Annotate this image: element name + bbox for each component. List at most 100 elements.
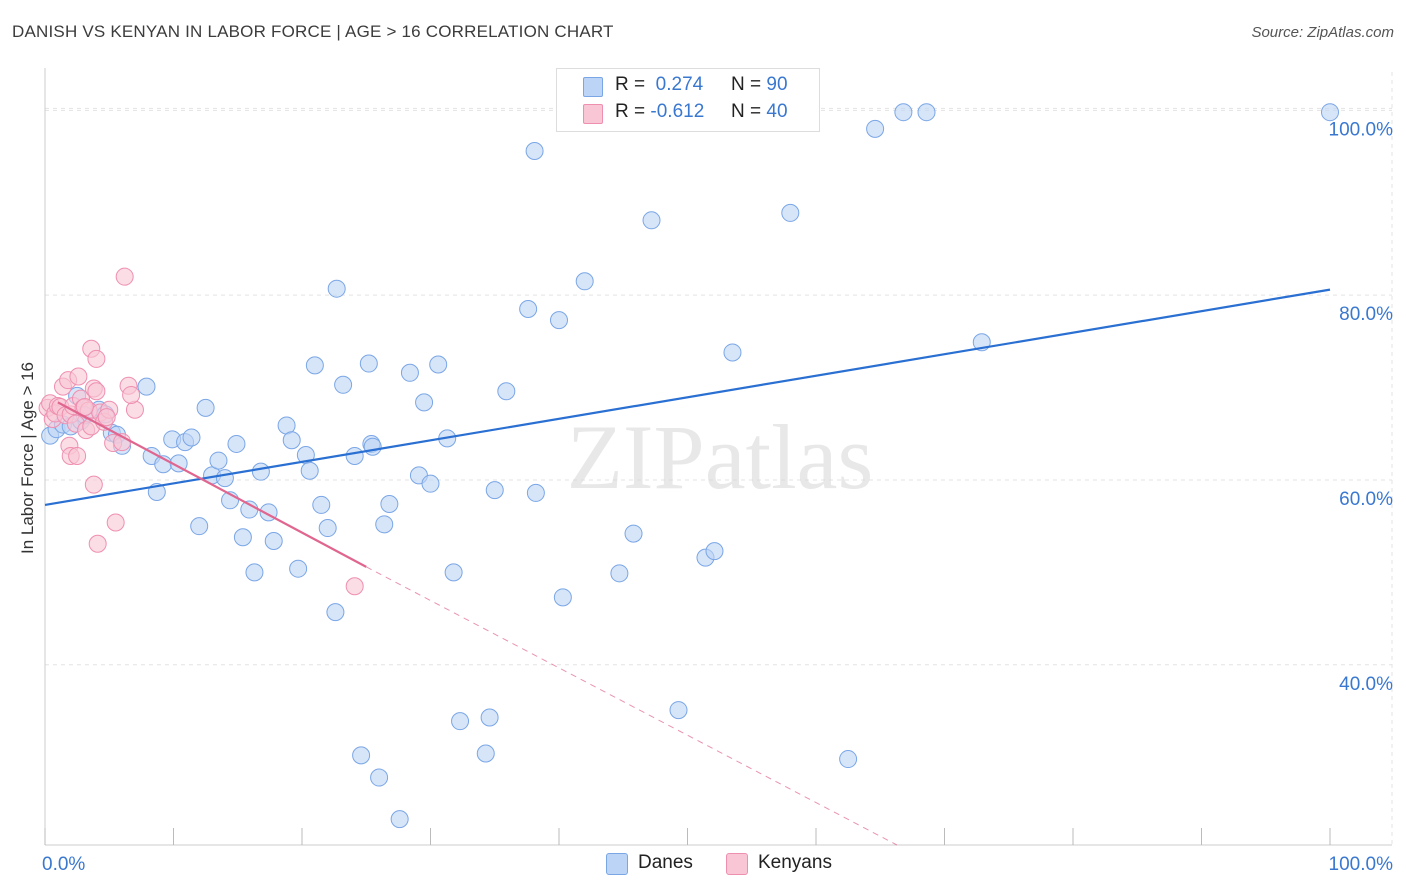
- kenyans-legend-swatch: [726, 853, 748, 875]
- kenyans-swatch: [583, 104, 603, 124]
- kenyans-point: [97, 408, 116, 427]
- trend-lines: [44, 288, 1331, 846]
- danes-point: [669, 701, 688, 720]
- danes-point: [245, 563, 264, 582]
- danes-points: [41, 103, 1339, 829]
- danes-point: [352, 746, 371, 765]
- kenyans-point: [87, 349, 106, 368]
- danes-point: [519, 300, 538, 319]
- danes-point: [326, 603, 345, 622]
- kenyans-point: [88, 534, 107, 553]
- danes-point: [370, 768, 389, 787]
- correlation-legend: R = 0.274 N = 90 R = -0.612 N = 40: [556, 68, 820, 132]
- danes-point: [380, 495, 399, 514]
- danes-point: [305, 356, 324, 375]
- danes-trend-line: [44, 288, 1331, 507]
- kenyans-point: [84, 475, 103, 494]
- kenyans-point: [69, 367, 88, 386]
- danes-point: [525, 142, 544, 161]
- danes-point: [137, 377, 156, 396]
- source-label: Source: ZipAtlas.com: [1251, 24, 1394, 41]
- danes-point: [282, 431, 301, 450]
- danes-point: [345, 446, 364, 465]
- danes-point: [497, 382, 516, 401]
- danes-point: [215, 469, 234, 488]
- danes-point: [312, 495, 331, 514]
- kenyans-n-value: 40: [766, 101, 788, 122]
- danes-point: [300, 461, 319, 480]
- danes-point: [233, 528, 252, 547]
- danes-point: [866, 119, 885, 138]
- kenyans-n: N = 40: [731, 101, 788, 122]
- danes-point: [642, 211, 661, 230]
- danes-legend-label: Danes: [638, 852, 693, 873]
- danes-r-value: 0.274: [655, 74, 704, 95]
- kenyans-point: [68, 446, 87, 465]
- danes-point: [480, 708, 499, 727]
- kenyans-r: R = -0.612: [615, 101, 705, 122]
- danes-point: [264, 531, 283, 550]
- danes-point: [550, 311, 568, 330]
- y-tick-label: 40.0%: [1339, 674, 1393, 695]
- danes-point: [289, 559, 308, 578]
- kenyans-points: [38, 267, 364, 596]
- danes-point: [781, 203, 800, 222]
- danes-point: [575, 272, 594, 291]
- danes-point: [359, 354, 378, 373]
- kenyans-trend-line: [57, 401, 367, 568]
- danes-point: [390, 810, 409, 829]
- danes-point: [182, 428, 201, 447]
- danes-swatch: [583, 77, 603, 97]
- kenyans-point: [345, 577, 364, 596]
- danes-point: [318, 519, 337, 538]
- danes-point: [190, 517, 209, 536]
- danes-point: [723, 343, 742, 362]
- danes-point: [196, 398, 215, 417]
- x-tick-label: 100.0%: [1329, 854, 1394, 875]
- danes-n: N = 90: [731, 74, 788, 95]
- danes-point: [917, 103, 936, 122]
- kenyans-legend-label: Kenyans: [758, 852, 832, 873]
- kenyans-point: [106, 513, 125, 532]
- watermark: ZIPatlas: [567, 406, 874, 508]
- danes-point: [1321, 103, 1339, 122]
- danes-point: [209, 451, 228, 470]
- kenyans-point: [115, 267, 134, 286]
- kenyans-point: [87, 382, 106, 401]
- y-tick-label: 60.0%: [1339, 489, 1393, 510]
- danes-point: [227, 434, 246, 453]
- danes-point: [375, 515, 394, 534]
- danes-point: [429, 355, 448, 374]
- danes-point: [251, 462, 270, 481]
- danes-n-value: 90: [766, 74, 788, 95]
- danes-point: [839, 750, 858, 769]
- kenyans-point: [75, 397, 94, 416]
- y-tick-label: 100.0%: [1329, 119, 1394, 140]
- axes: [44, 68, 1392, 846]
- kenyans-point: [122, 385, 141, 404]
- danes-point: [327, 279, 346, 298]
- kenyans-point: [125, 400, 144, 419]
- grid-lines: [45, 72, 1393, 845]
- danes-point: [451, 712, 470, 731]
- kenyans-trend-extension: [366, 566, 898, 846]
- chart-title: DANISH VS KENYAN IN LABOR FORCE | AGE > …: [12, 22, 614, 41]
- danes-point: [334, 375, 353, 394]
- danes-point: [705, 542, 724, 561]
- danes-point: [624, 524, 643, 543]
- kenyans-r-value: -0.612: [650, 101, 705, 122]
- danes-point: [894, 103, 913, 122]
- danes-point: [415, 393, 434, 412]
- danes-point: [444, 563, 463, 582]
- tick-labels: 40.0% 60.0% 80.0% 100.0% 0.0% 100.0%: [42, 119, 1393, 875]
- danes-point: [400, 363, 419, 382]
- danes-point: [553, 588, 572, 607]
- x-tick-label: 0.0%: [42, 854, 85, 875]
- danes-legend-swatch: [606, 853, 628, 875]
- y-tick-label: 80.0%: [1339, 304, 1393, 325]
- danes-r: R = 0.274: [615, 74, 704, 95]
- danes-point: [476, 744, 495, 763]
- danes-point: [363, 437, 382, 456]
- danes-point: [526, 483, 545, 502]
